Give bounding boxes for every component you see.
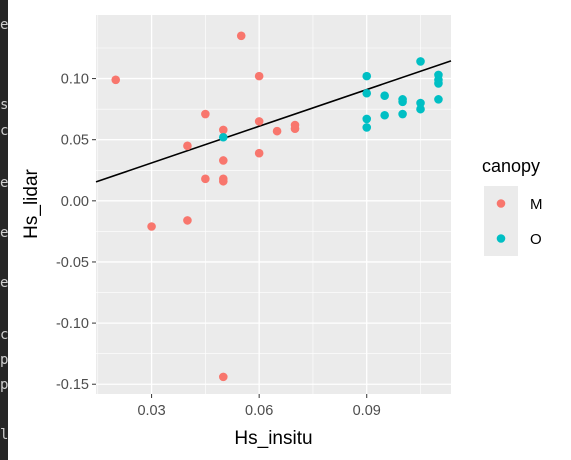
x-tick-label: 0.06 bbox=[245, 403, 273, 419]
data-point-o bbox=[434, 95, 443, 104]
y-axis: 0.10 0.05 0.00 -0.05 -0.10 -0.15 bbox=[56, 72, 96, 394]
y-tick-label: -0.05 bbox=[56, 255, 89, 271]
x-tick-label: 0.09 bbox=[353, 403, 381, 419]
data-point-o bbox=[416, 105, 425, 114]
y-tick-label: -0.15 bbox=[56, 377, 89, 393]
data-point-o bbox=[219, 133, 228, 142]
data-point-o bbox=[362, 72, 371, 81]
x-tick-label: 0.03 bbox=[137, 403, 165, 419]
legend-label-o: O bbox=[530, 231, 542, 248]
data-point-m bbox=[219, 373, 228, 382]
scatter-chart: 0.03 0.06 0.09 0.10 0.05 0.00 -0.05 -0.10 -0.15… bbox=[8, 0, 571, 460]
data-point-m bbox=[111, 75, 120, 84]
data-point-o bbox=[380, 91, 389, 100]
data-point-m bbox=[201, 110, 210, 119]
y-tick-label: -0.10 bbox=[56, 316, 89, 332]
data-point-o bbox=[434, 79, 443, 88]
data-point-m bbox=[273, 127, 282, 136]
plot-card: 0.03 0.06 0.09 0.10 0.05 0.00 -0.05 -0.10 -0.15… bbox=[8, 0, 571, 460]
plot-panel bbox=[96, 15, 451, 394]
data-point-m bbox=[219, 126, 228, 135]
data-point-m bbox=[291, 124, 300, 133]
data-point-o bbox=[398, 98, 407, 107]
data-point-o bbox=[416, 57, 425, 66]
x-axis: 0.03 0.06 0.09 bbox=[137, 394, 380, 419]
y-tick-label: 0.10 bbox=[61, 72, 89, 88]
data-point-m bbox=[183, 142, 192, 151]
data-point-m bbox=[147, 222, 156, 231]
x-axis-title: Hs_insitu bbox=[234, 428, 312, 449]
legend: canopy M O bbox=[482, 156, 543, 256]
y-tick-label: 0.05 bbox=[61, 133, 89, 149]
data-point-o bbox=[362, 123, 371, 132]
data-point-m bbox=[255, 117, 264, 126]
data-point-m bbox=[255, 72, 264, 81]
data-point-o bbox=[398, 110, 407, 119]
data-point-m bbox=[237, 31, 246, 40]
data-point-o bbox=[362, 115, 371, 124]
y-tick-label: 0.00 bbox=[61, 194, 89, 210]
y-axis-title: Hs_lidar bbox=[21, 168, 42, 238]
legend-title: canopy bbox=[482, 156, 540, 176]
data-point-o bbox=[380, 111, 389, 120]
data-point-m bbox=[219, 156, 228, 165]
data-point-m bbox=[183, 216, 192, 225]
legend-key-point bbox=[497, 199, 506, 208]
data-point-o bbox=[362, 89, 371, 98]
legend-key-point bbox=[497, 234, 506, 243]
data-point-m bbox=[219, 177, 228, 186]
legend-label-m: M bbox=[530, 196, 543, 213]
data-point-m bbox=[201, 175, 210, 184]
data-point-m bbox=[255, 149, 264, 158]
